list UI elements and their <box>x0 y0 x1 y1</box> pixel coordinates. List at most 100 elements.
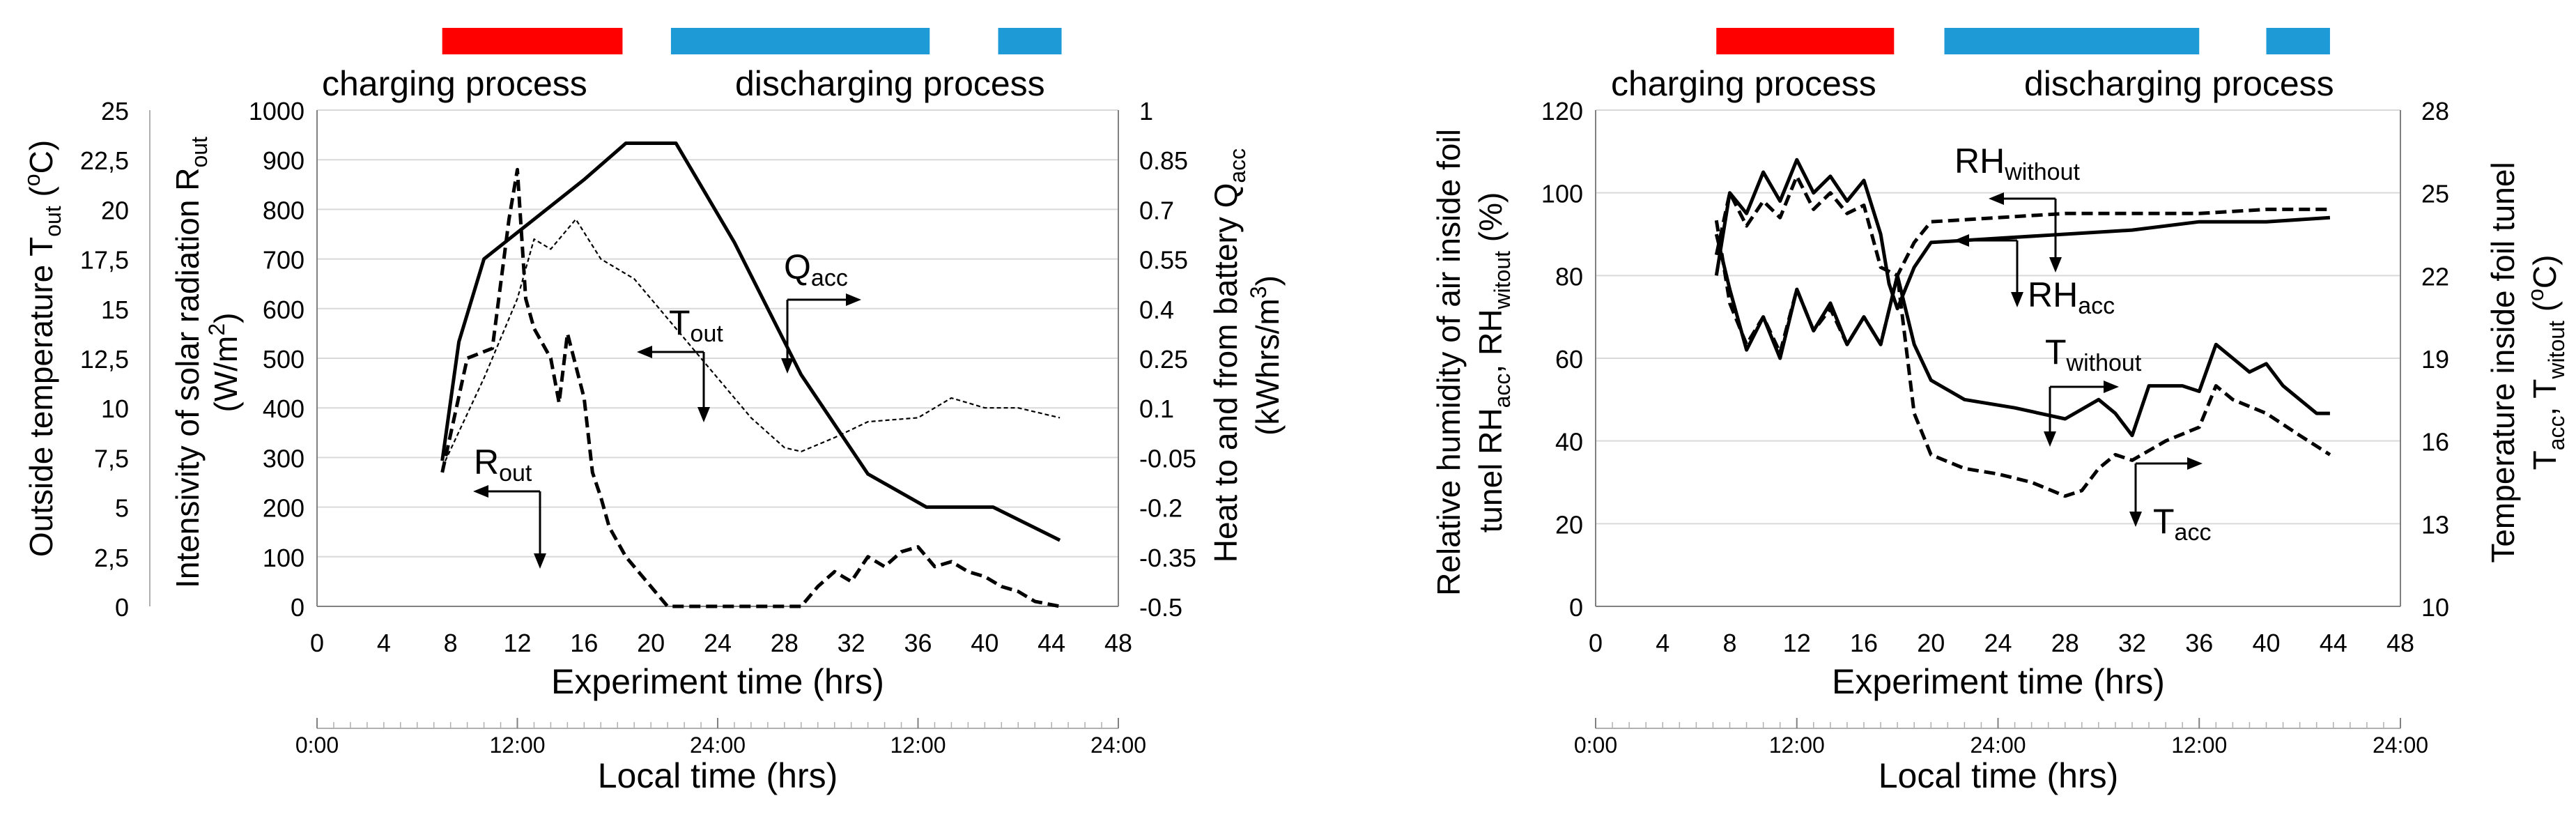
left-left-tick-label: 600 <box>263 296 304 324</box>
right-left-tick-label: 60 <box>1555 345 1583 374</box>
left-right-tick-label: 1 <box>1139 97 1153 125</box>
left-y-axis-title-line2: (W/m2) <box>204 313 244 413</box>
left-local-time-tick-label: 0:00 <box>295 733 339 758</box>
right-left-tick-label: 20 <box>1555 510 1583 539</box>
left-series-r-out <box>440 167 1061 608</box>
right-right-tick-label: 16 <box>2421 428 2449 457</box>
left-x-tick-label: 12 <box>503 629 531 657</box>
right-local-time-tick-label: 0:00 <box>1574 733 1617 758</box>
right-y-axis-title-line1: Relative humidity of air inside foil <box>1430 129 1467 596</box>
right-series <box>1714 158 2331 498</box>
right-x-tick-label: 36 <box>2185 629 2213 657</box>
right-right-y-axis-title-line1: Temperature inside foil tunel <box>2485 162 2521 562</box>
left-left-tick-label: 300 <box>263 444 304 473</box>
right-left-tick-label: 120 <box>1541 97 1583 125</box>
arrow-q-acc <box>786 298 850 362</box>
right-x-tick-label: 4 <box>1656 629 1669 657</box>
right-right-tick-label: 10 <box>2421 593 2449 622</box>
left-right-tick-label: -0.05 <box>1139 444 1196 473</box>
arrowhead-t-out-down <box>697 407 710 422</box>
left-left-tick-label: 0 <box>291 593 304 622</box>
left-left-tick-label: 500 <box>263 345 304 374</box>
right-x-axis-title: Experiment time (hrs) <box>1832 662 2165 701</box>
left-right-tick-label: 0.25 <box>1139 345 1188 374</box>
right-local-time-tick-label: 12:00 <box>1769 733 1825 758</box>
left-x-ticks: 0 4 8 12 16 20 24 28 32 36 40 44 48 <box>310 629 1132 657</box>
right-right-y-ticks: 10 13 16 19 22 25 28 <box>2421 97 2449 622</box>
right-chart: charging process discharging process 0 20… <box>1430 28 2569 795</box>
right-right-y-axis-title-line2: Tacc, Twitout (oC) <box>2523 255 2569 470</box>
right-process-bar-discharging-2 <box>2266 28 2330 54</box>
arrowhead-t-out-left <box>637 346 652 358</box>
label-t-out: Tout <box>669 303 723 347</box>
left-local-time-tick-label: 24:00 <box>690 733 746 758</box>
left-right-y-ticks: -0.5 -0.35 -0.2 -0.05 0.1 0.25 0.4 0.55 0.7 0.85 1 <box>1139 97 1196 622</box>
left-left-tick-label: 900 <box>263 146 304 175</box>
right-grid <box>1596 109 2400 525</box>
arrowhead-t-without-right <box>2104 381 2119 393</box>
right-discharging-label: discharging process <box>2024 64 2334 103</box>
left-right-tick-label: 0.7 <box>1139 196 1174 224</box>
left-left-tick-label: 1000 <box>249 97 304 125</box>
right-x-tick-label: 28 <box>2051 629 2079 657</box>
right-right-tick-label: 28 <box>2421 97 2449 125</box>
left-outer-left-tick-label: 2,5 <box>94 544 129 572</box>
arrowhead-q-acc-down <box>781 358 794 374</box>
left-left-tick-label: 700 <box>263 246 304 275</box>
left-process-bar-charging-0 <box>442 28 623 54</box>
right-x-tick-label: 24 <box>1984 629 2012 657</box>
label-t-acc: Tacc <box>2153 502 2211 546</box>
left-local-time-minor <box>316 722 1119 728</box>
arrowhead-q-acc-right <box>846 293 861 306</box>
arrowhead-rh-acc-down <box>2011 292 2023 307</box>
right-x-tick-label: 48 <box>2386 629 2414 657</box>
arrow-r-out <box>484 490 541 558</box>
arrowhead-rh-acc-left <box>1954 234 1969 247</box>
left-x-tick-label: 28 <box>771 629 799 657</box>
right-x-tick-label: 20 <box>1917 629 1945 657</box>
arrowhead-t-acc-down <box>2129 512 2142 527</box>
right-series-t-acc <box>1714 220 2331 498</box>
left-x-tick-label: 32 <box>838 629 865 657</box>
left-y-ticks: 0 100 200 300 400 500 600 700 800 900 1000 <box>249 97 304 622</box>
left-x-tick-label: 44 <box>1038 629 1065 657</box>
left-charging-label: charging process <box>322 64 587 103</box>
left-process-bar-discharging-2 <box>998 28 1062 54</box>
left-chart: charging process discharging process 0 2,… <box>20 28 1286 795</box>
right-left-tick-label: 40 <box>1555 428 1583 457</box>
left-x-tick-label: 48 <box>1104 629 1132 657</box>
left-local-time-title: Local time (hrs) <box>598 756 838 795</box>
right-local-time-title: Local time (hrs) <box>1879 756 2119 795</box>
arrowhead-rh-without-down <box>2049 257 2062 273</box>
left-right-tick-label: 0.1 <box>1139 394 1174 423</box>
right-local-time-ticks: 0:00 12:00 24:00 12:00 24:00 <box>1574 718 2428 758</box>
arrowhead-r-out-down <box>534 553 546 569</box>
left-outer-left-tick-label: 5 <box>115 494 129 523</box>
left-outer-left-tick-label: 25 <box>101 97 129 125</box>
right-x-tick-label: 16 <box>1850 629 1878 657</box>
left-right-y-axis-title-line2: (kWhrs/m3) <box>1246 275 1286 436</box>
left-x-tick-label: 20 <box>637 629 665 657</box>
left-x-tick-label: 4 <box>377 629 391 657</box>
right-x-ticks: 0 4 8 12 16 20 24 28 32 36 40 44 48 <box>1589 629 2414 657</box>
left-left-tick-label: 800 <box>263 196 304 224</box>
right-series-t-without <box>1714 233 2330 438</box>
right-right-tick-label: 22 <box>2421 262 2449 291</box>
right-y-ticks: 0 20 40 60 80 100 120 <box>1541 97 1583 622</box>
left-discharging-label: discharging process <box>735 64 1045 103</box>
left-outer-left-tick-label: 20 <box>101 196 129 224</box>
left-left-tick-label: 100 <box>263 544 304 572</box>
right-process-bar-discharging-1 <box>1944 28 2200 54</box>
left-left-tick-label: 200 <box>263 494 304 523</box>
left-right-tick-label: -0.35 <box>1139 544 1196 572</box>
left-local-time-tick-label: 24:00 <box>1090 733 1146 758</box>
right-y-axis-title-line2: tunel RHacc, RHwitout (%) <box>1472 192 1515 533</box>
right-series-rh-without <box>1714 174 2330 277</box>
right-local-time-tick-label: 24:00 <box>2373 733 2428 758</box>
right-charging-label: charging process <box>1611 64 1876 103</box>
left-x-tick-label: 36 <box>904 629 932 657</box>
left-outer-left-tick-label: 7,5 <box>94 444 129 473</box>
left-x-axis-title: Experiment time (hrs) <box>551 662 884 701</box>
right-right-tick-label: 13 <box>2421 510 2449 539</box>
